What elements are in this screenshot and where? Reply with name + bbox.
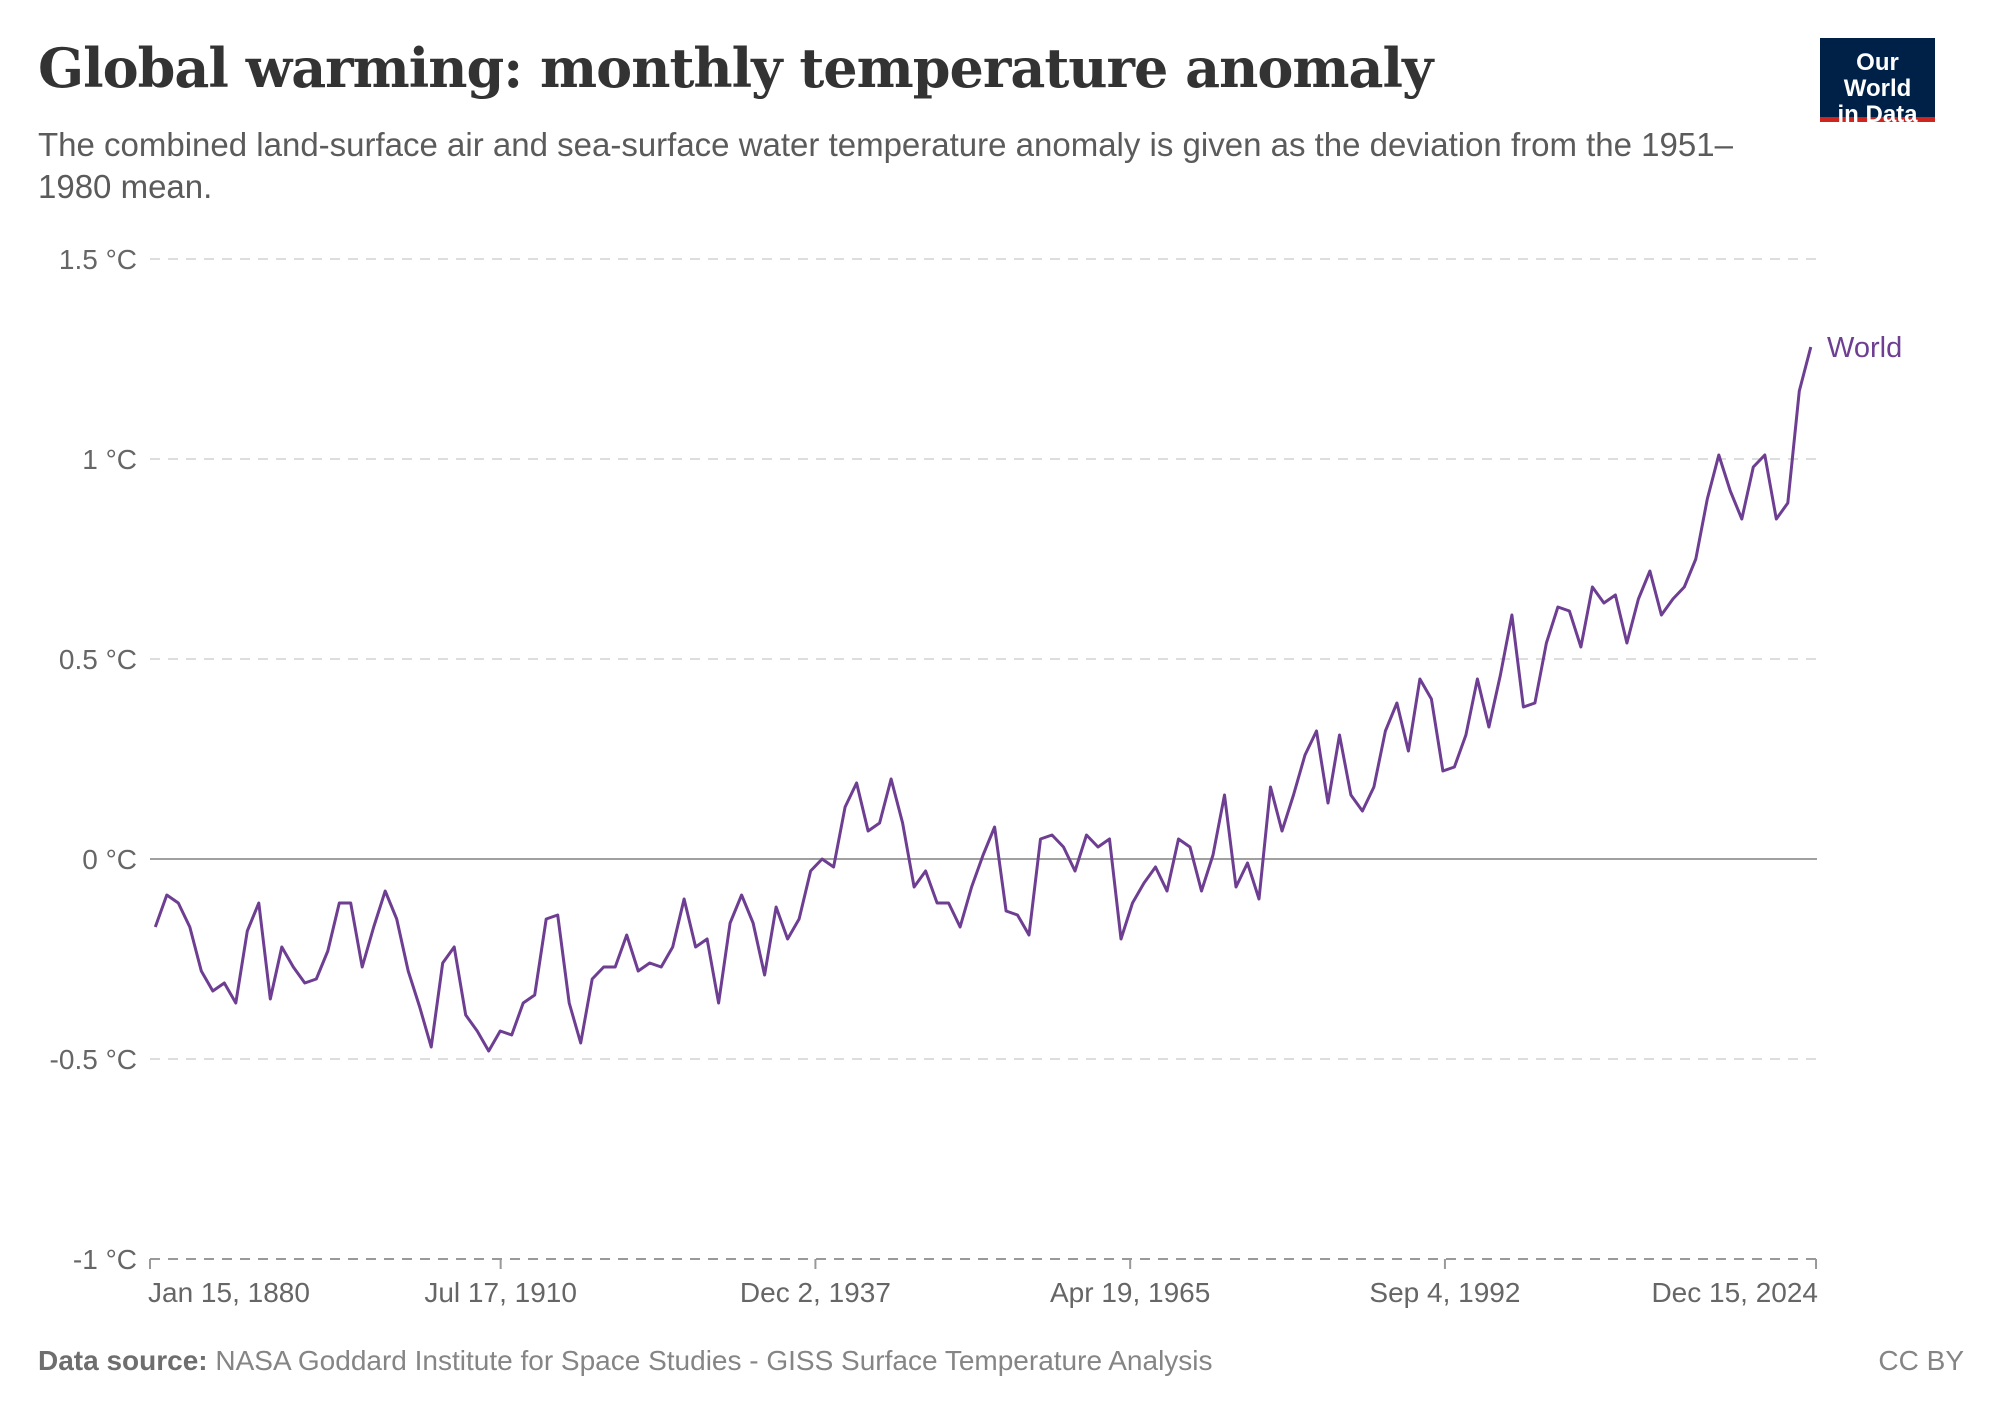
chart-subtitle: The combined land-surface air and sea-su… bbox=[38, 126, 1733, 205]
license-link[interactable]: CC BY bbox=[1878, 1345, 1964, 1376]
y-tick-label: 1.5 °C bbox=[59, 244, 137, 275]
y-tick-label: 0 °C bbox=[82, 844, 137, 875]
x-tick-label: Apr 19, 1965 bbox=[1050, 1277, 1210, 1308]
x-tick-label: Jan 15, 1880 bbox=[148, 1277, 310, 1308]
chart-title: Global warming: monthly temperature anom… bbox=[38, 36, 1433, 100]
x-tick-label: Dec 15, 2024 bbox=[1651, 1277, 1818, 1308]
y-tick-label: 0.5 °C bbox=[59, 644, 137, 675]
x-tick-label: Dec 2, 1937 bbox=[740, 1277, 891, 1308]
owid-logo[interactable]: Our World in Data bbox=[1820, 38, 1935, 128]
data-source: Data source: NASA Goddard Institute for … bbox=[38, 1345, 1213, 1377]
series-label-world: World bbox=[1827, 332, 1902, 364]
y-tick-label: -1 °C bbox=[73, 1244, 137, 1275]
source-label: Data source: bbox=[38, 1345, 208, 1376]
series-line-world bbox=[153, 346, 1813, 1053]
y-tick-label: 1 °C bbox=[82, 444, 137, 475]
source-text[interactable]: NASA Goddard Institute for Space Studies… bbox=[215, 1345, 1213, 1376]
y-tick-label: -0.5 °C bbox=[50, 1044, 137, 1075]
x-tick-label: Sep 4, 1992 bbox=[1369, 1277, 1520, 1308]
x-tick-label: Jul 17, 1910 bbox=[424, 1277, 577, 1308]
